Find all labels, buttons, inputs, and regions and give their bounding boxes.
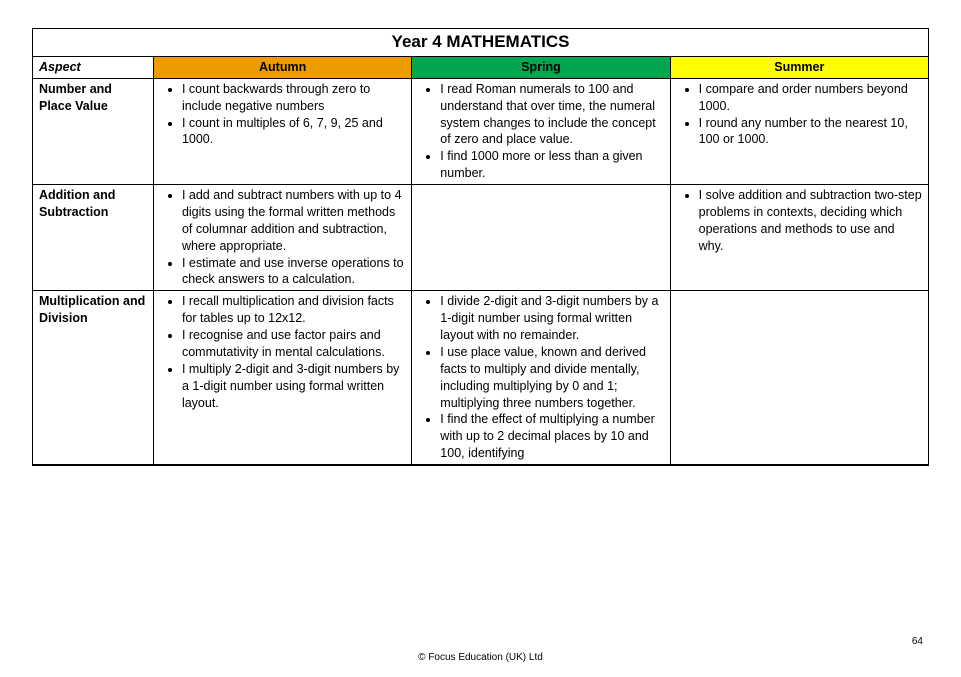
header-summer: Summer [670, 56, 928, 78]
objective-item: I read Roman numerals to 100 and underst… [440, 81, 663, 149]
spring-cell [412, 185, 670, 291]
spring-cell: I read Roman numerals to 100 and underst… [412, 78, 670, 184]
table-row: Addition and Subtraction I add and subtra… [33, 185, 929, 291]
aspect-cell: Multiplication and Division [33, 291, 154, 465]
autumn-cell: I add and subtract numbers with up to 4 … [153, 185, 411, 291]
objective-item: I find 1000 more or less than a given nu… [440, 148, 663, 182]
objective-item: I divide 2-digit and 3-digit numbers by … [440, 293, 663, 344]
summer-cell: I solve addition and subtraction two-ste… [670, 185, 928, 291]
page-number: 64 [912, 636, 923, 647]
objective-item: I solve addition and subtraction two-ste… [699, 187, 922, 255]
table-title: Year 4 MATHEMATICS [33, 29, 929, 57]
aspect-cell: Addition and Subtraction [33, 185, 154, 291]
autumn-cell: I recall multiplication and division fac… [153, 291, 411, 465]
header-row: Aspect Autumn Spring Summer [33, 56, 929, 78]
objective-item: I compare and order numbers beyond 1000. [699, 81, 922, 115]
curriculum-table-wrap: Year 4 MATHEMATICS Aspect Autumn Spring … [32, 28, 929, 466]
objective-item: I round any number to the nearest 10, 10… [699, 115, 922, 149]
objective-item: I use place value, known and derived fac… [440, 344, 663, 412]
objective-item: I count backwards through zero to includ… [182, 81, 405, 115]
aspect-cell: Number and Place Value [33, 78, 154, 184]
title-row: Year 4 MATHEMATICS [33, 29, 929, 57]
header-spring: Spring [412, 56, 670, 78]
objective-item: I multiply 2-digit and 3-digit numbers b… [182, 361, 405, 412]
footer-copyright: © Focus Education (UK) Ltd [0, 652, 961, 663]
summer-cell [670, 291, 928, 465]
table-row: Number and Place Value I count backwards … [33, 78, 929, 184]
table-row: Multiplication and Division I recall mult… [33, 291, 929, 465]
autumn-cell: I count backwards through zero to includ… [153, 78, 411, 184]
header-aspect: Aspect [33, 56, 154, 78]
objective-item: I count in multiples of 6, 7, 9, 25 and … [182, 115, 405, 149]
summer-cell: I compare and order numbers beyond 1000.… [670, 78, 928, 184]
objective-item: I recognise and use factor pairs and com… [182, 327, 405, 361]
objective-item: I add and subtract numbers with up to 4 … [182, 187, 405, 255]
spring-cell: I divide 2-digit and 3-digit numbers by … [412, 291, 670, 465]
objective-item: I find the effect of multiplying a numbe… [440, 411, 663, 462]
header-autumn: Autumn [153, 56, 411, 78]
curriculum-table: Year 4 MATHEMATICS Aspect Autumn Spring … [32, 28, 929, 465]
objective-item: I estimate and use inverse operations to… [182, 255, 405, 289]
objective-item: I recall multiplication and division fac… [182, 293, 405, 327]
